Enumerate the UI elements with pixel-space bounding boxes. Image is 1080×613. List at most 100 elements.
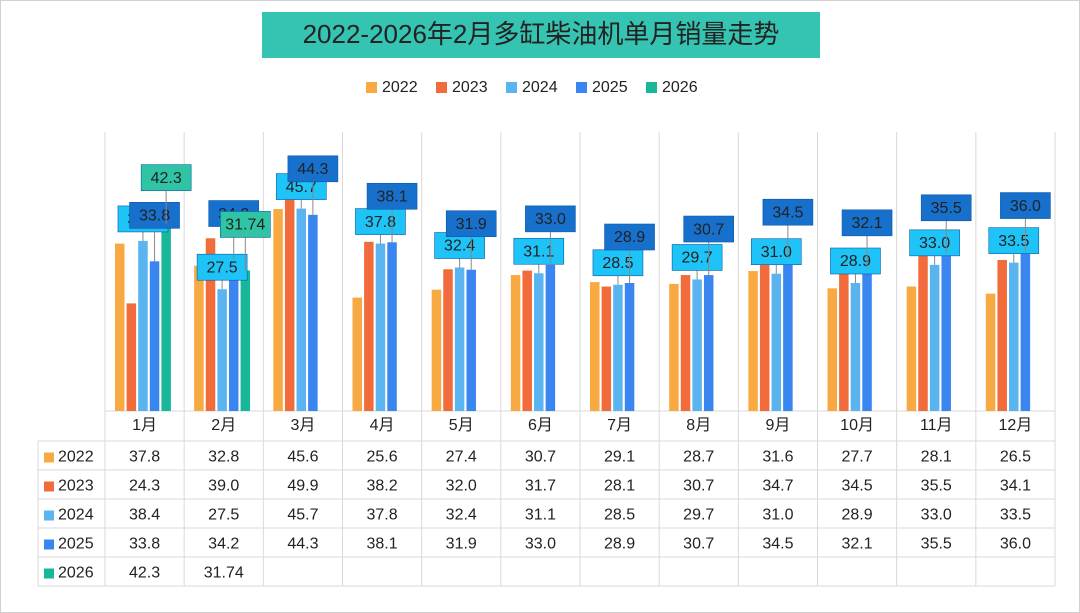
data-label: 31.74 <box>225 217 265 234</box>
table-cell: 28.9 <box>604 536 635 553</box>
x-tick-label: 5月 <box>449 417 474 434</box>
table-swatch <box>44 481 54 492</box>
bar <box>522 270 532 411</box>
bar <box>669 283 679 411</box>
legend-swatch <box>576 82 587 93</box>
x-tick-label: 12月 <box>999 417 1033 434</box>
table-cell: 33.5 <box>1000 507 1031 524</box>
data-label: 45.7 <box>286 179 317 196</box>
bar <box>1009 262 1019 411</box>
data-label: 28.5 <box>602 255 633 272</box>
data-label: 35.5 <box>931 200 962 217</box>
bar <box>194 265 204 411</box>
table-cell: 31.9 <box>446 536 477 553</box>
bar <box>240 270 251 411</box>
bar <box>680 275 691 411</box>
data-label-box <box>1000 192 1051 219</box>
table-cell: 33.0 <box>525 536 556 553</box>
table-cell: 25.6 <box>367 449 398 466</box>
bar <box>443 269 453 411</box>
bar <box>217 289 227 411</box>
bar <box>759 257 770 411</box>
bar <box>997 259 1007 411</box>
data-label: 28.9 <box>840 253 871 270</box>
table-cell: 30.7 <box>683 478 714 495</box>
table-cell: 37.8 <box>129 449 160 466</box>
table-cell: 28.7 <box>683 449 714 466</box>
table-cell: 28.1 <box>604 478 635 495</box>
data-label: 33.5 <box>998 233 1029 250</box>
bar <box>296 208 307 411</box>
bar <box>138 240 148 411</box>
table-cell: 35.5 <box>921 478 952 495</box>
table-cell: 28.5 <box>604 507 635 524</box>
table-series-name: 2022 <box>58 449 94 466</box>
bar <box>748 271 758 411</box>
table-cell: 31.1 <box>525 507 556 524</box>
data-label: 31.0 <box>761 244 792 261</box>
x-tick-label: 1月 <box>132 417 157 434</box>
bar <box>308 214 318 411</box>
data-label: 29.7 <box>682 250 713 267</box>
table-cell: 36.0 <box>1000 536 1031 553</box>
table-cell: 29.1 <box>604 449 635 466</box>
table-cell: 32.0 <box>446 478 477 495</box>
table-cell: 42.3 <box>129 565 160 582</box>
bar <box>590 282 600 411</box>
table-cell: 32.8 <box>208 449 239 466</box>
data-label: 34.5 <box>772 204 803 221</box>
bar <box>228 259 239 411</box>
x-tick-label: 11月 <box>920 417 953 434</box>
table-cell: 39.0 <box>208 478 239 495</box>
table-cell: 32.4 <box>446 507 477 524</box>
data-label-box <box>196 253 248 281</box>
bar <box>862 268 872 411</box>
table-swatch <box>44 539 54 550</box>
bar <box>985 293 996 411</box>
data-label: 44.3 <box>297 161 328 178</box>
table-cell: 27.7 <box>842 449 873 466</box>
data-label-box <box>513 237 565 265</box>
table-cell: 34.5 <box>762 536 793 553</box>
data-label-box <box>750 238 802 266</box>
table-cell: 26.5 <box>1000 449 1031 466</box>
bar <box>273 209 283 411</box>
bar <box>771 273 782 411</box>
data-label-box <box>762 198 814 226</box>
bar <box>1020 251 1031 411</box>
table-cell: 31.74 <box>204 565 244 582</box>
table-cell: 45.6 <box>287 449 318 466</box>
bar <box>703 275 714 411</box>
table-cell: 34.5 <box>842 478 873 495</box>
data-label-box <box>287 155 339 183</box>
data-label: 30.7 <box>693 221 724 238</box>
bar <box>375 243 386 411</box>
table-cell: 31.0 <box>762 507 793 524</box>
bar <box>601 286 612 411</box>
data-label-box <box>604 223 655 251</box>
table-series-name: 2024 <box>58 507 94 524</box>
table-cell: 45.7 <box>287 507 318 524</box>
bar <box>149 261 160 411</box>
legend-swatch <box>646 82 657 93</box>
bar <box>387 242 397 411</box>
table-cell: 33.0 <box>921 507 952 524</box>
data-label-box <box>592 249 644 277</box>
data-label: 36.0 <box>1010 198 1041 215</box>
data-label-box <box>355 208 406 235</box>
data-label: 32.1 <box>851 215 882 232</box>
table-cell: 38.1 <box>367 536 398 553</box>
table-cell: 30.7 <box>525 449 556 466</box>
data-label: 31.9 <box>456 216 487 233</box>
legend-label: 2022 <box>382 79 418 96</box>
table-cell: 44.3 <box>287 536 318 553</box>
table-series-name: 2023 <box>58 478 94 495</box>
data-label: 27.5 <box>207 259 238 276</box>
data-label: 42.3 <box>151 170 182 187</box>
bar <box>534 273 544 411</box>
table-cell: 35.5 <box>921 536 952 553</box>
x-tick-label: 4月 <box>370 417 395 434</box>
x-tick-label: 10月 <box>840 417 874 434</box>
bar <box>827 288 837 411</box>
x-tick-label: 9月 <box>765 417 790 434</box>
